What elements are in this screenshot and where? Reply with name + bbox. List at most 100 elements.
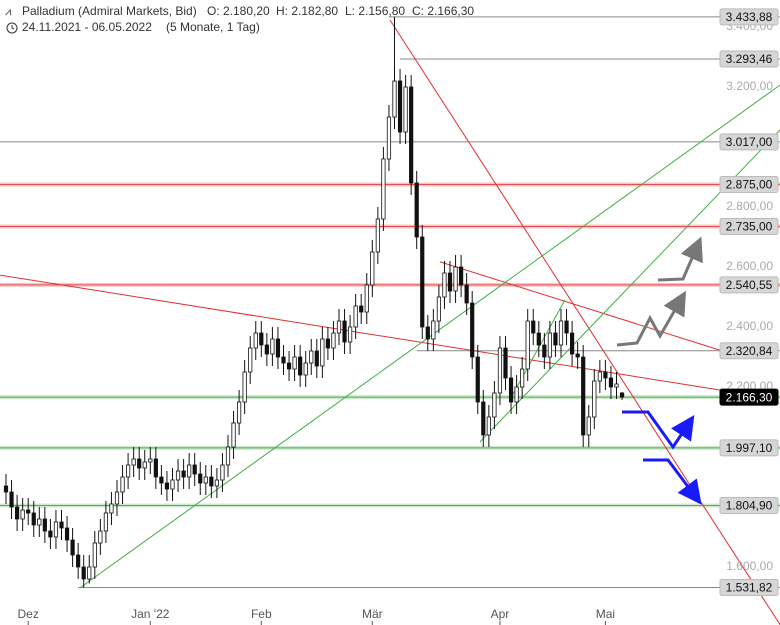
- candle-body: [236, 401, 242, 424]
- candle-body: [120, 476, 125, 493]
- level-box: [719, 388, 779, 406]
- candle-body: [619, 392, 625, 398]
- candle-body: [181, 470, 186, 478]
- candle-body: [547, 332, 553, 358]
- level-label: 3.433,88: [726, 10, 773, 24]
- candle-body: [275, 338, 281, 358]
- candle-body: [336, 320, 342, 334]
- candle-body: [542, 344, 547, 358]
- candle-body: [303, 362, 308, 376]
- candle-body: [26, 509, 31, 514]
- candle-body: [564, 320, 569, 334]
- candle-body: [48, 530, 53, 538]
- candle-body: [453, 266, 458, 292]
- level-box: [719, 578, 779, 596]
- candle-body: [431, 320, 436, 340]
- candle-body: [608, 377, 614, 388]
- x-tick-label: Dez: [18, 607, 39, 621]
- level-box: [719, 8, 779, 26]
- candle-body: [20, 509, 25, 520]
- candle-body: [70, 539, 75, 556]
- candle-body: [581, 356, 586, 436]
- scenario-arrow: [622, 410, 695, 450]
- trend-line: [389, 19, 780, 625]
- candle-body: [414, 182, 419, 238]
- level-label: 3.017,00: [726, 135, 773, 149]
- candle-body: [259, 332, 264, 346]
- ohlc-label: H: 2.182,80: [276, 4, 338, 18]
- y-tick-label: 3.200,00: [726, 79, 773, 93]
- level-label: 2.875,00: [726, 178, 773, 192]
- candle-body: [187, 464, 192, 478]
- candle-body: [531, 320, 536, 334]
- candle-body: [320, 338, 325, 367]
- candle-body: [597, 371, 602, 382]
- candle-body: [409, 86, 414, 184]
- candle-body: [298, 356, 303, 376]
- candle-body: [425, 326, 430, 340]
- candle-body: [225, 446, 231, 466]
- level-box: [719, 439, 779, 457]
- candle-body: [242, 371, 247, 403]
- candle-body: [31, 512, 36, 526]
- clock-icon: [6, 22, 18, 34]
- candle-body: [153, 458, 158, 478]
- candle-body: [14, 506, 20, 520]
- level-label: 2.320,84: [726, 344, 773, 358]
- candle-body: [53, 521, 59, 538]
- candle-body: [520, 368, 525, 388]
- x-tick-label: Feb: [251, 607, 272, 621]
- y-tick-label: 2.400,00: [726, 319, 773, 333]
- candle-body: [98, 530, 103, 544]
- candle-body: [525, 320, 530, 370]
- period: 24.11.2021 - 06.05.2022: [22, 20, 152, 34]
- candle-body: [87, 566, 92, 580]
- candle-body: [508, 377, 514, 403]
- chart-title: Palladium (Admiral Markets, Bid): [22, 4, 197, 18]
- candle-body: [331, 332, 336, 349]
- level-box: [719, 176, 779, 193]
- x-tick-label: Apr: [491, 607, 510, 621]
- candle-body: [359, 305, 364, 313]
- candle-body: [403, 86, 408, 133]
- candle-body: [553, 332, 558, 346]
- candle-body: [281, 356, 286, 364]
- candle-body: [3, 485, 9, 493]
- candle-body: [164, 482, 170, 490]
- candle-body: [436, 296, 442, 322]
- trend-line: [79, 84, 780, 589]
- candle-body: [614, 383, 619, 388]
- candle-body: [392, 80, 397, 118]
- candle-body: [386, 116, 392, 160]
- level-label: 2.166,30: [726, 390, 773, 404]
- candle-body: [514, 386, 519, 403]
- level-box: [719, 133, 779, 151]
- candle-body: [42, 518, 47, 532]
- candle-body: [64, 527, 70, 541]
- candle-body: [170, 479, 175, 490]
- level-label: 1.531,82: [726, 581, 773, 595]
- candle-body: [442, 272, 447, 298]
- candle-body: [420, 236, 425, 328]
- candle-body: [309, 350, 314, 364]
- candle-body: [586, 416, 591, 436]
- ohlc-label: L: 2.156,80: [345, 4, 405, 18]
- y-tick-label: 1.600,00: [726, 559, 773, 573]
- period-note: (5 Monate, 1 Tag): [166, 20, 260, 34]
- candle-body: [214, 479, 219, 487]
- candle-body: [342, 320, 347, 343]
- candle-body: [270, 338, 275, 355]
- candle-body: [103, 512, 108, 532]
- candle-body: [220, 464, 225, 481]
- candle-body: [203, 476, 208, 484]
- candle-body: [447, 272, 453, 292]
- level-label: 2.735,00: [726, 220, 773, 234]
- candle-body: [159, 476, 164, 484]
- candle-body: [381, 158, 386, 220]
- candle-body: [458, 266, 464, 286]
- scenario-arrow: [643, 458, 702, 505]
- candle-body: [575, 353, 580, 358]
- trend-line: [509, 299, 566, 401]
- candle-body: [114, 491, 120, 505]
